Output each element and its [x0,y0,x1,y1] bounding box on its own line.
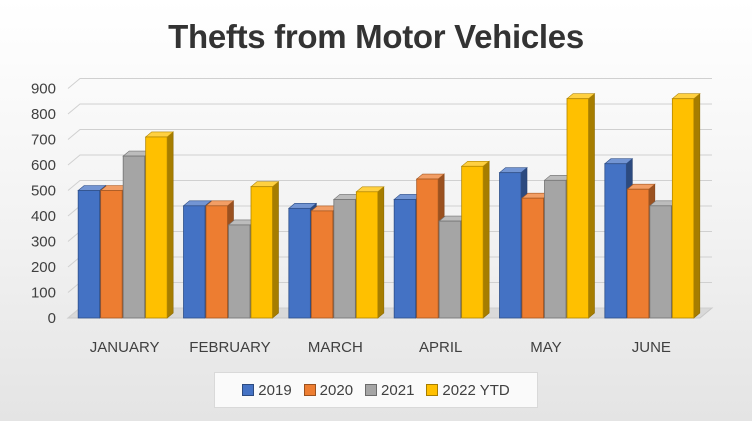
bar [250,181,280,319]
bar [460,160,490,319]
bar-front [671,98,695,319]
y-tick-label: 400 [31,208,56,225]
y-tick-label: 800 [31,106,56,123]
bar-front [77,190,101,319]
bar-front [416,178,439,319]
legend-item: 2020 [303,381,354,399]
legend-item: 2022 YTD [426,381,510,399]
bar-front [183,205,206,319]
x-tick-label: FEBRUARY [189,339,270,356]
bar-front [461,165,484,319]
bar-front [228,224,251,319]
bar-front [438,220,462,319]
bar-front [145,136,168,319]
y-tick-label: 600 [31,157,56,174]
bar-front [205,205,228,319]
bar-front [310,210,334,319]
bar [144,131,174,319]
legend-swatch [303,384,316,396]
bar-front [393,199,417,319]
y-tick-label: 200 [31,259,56,276]
bar-front [544,179,567,319]
x-tick-label: APRIL [419,339,462,356]
gridline [67,78,712,89]
y-axis: 0 100 200 300 400 500 600 700 800 900 [31,81,56,328]
bars-layer [77,93,701,319]
legend-item: 2021 [365,382,414,399]
y-tick-label: 300 [31,234,56,251]
legend-label: 2021 [381,381,415,399]
bar-side [588,93,595,319]
bar-front [100,190,123,319]
y-tick-label: 500 [31,183,56,200]
legend-swatch [426,384,439,396]
bar-front [122,155,146,319]
bar-front [649,205,672,319]
y-tick-label: 900 [31,81,56,98]
gridline [67,129,712,140]
bar [671,93,701,319]
y-tick-label: 100 [31,285,56,302]
legend-label: 2022 YTD [442,381,510,399]
chart-title: Thefts from Motor Vehicles [168,18,584,55]
legend-swatch [242,384,255,396]
legend-item: 2019 [242,381,292,399]
bar-front [499,172,522,319]
x-tick-label: JUNE [632,339,671,356]
bar-side [482,160,490,319]
gridline [67,103,712,115]
bar-side [272,181,279,319]
legend-label: 2020 [319,381,354,399]
gridline [67,154,712,166]
x-tick-label: MARCH [308,339,363,356]
x-tick-label: MAY [530,339,561,356]
bar-front [355,191,379,319]
legend-label: 2019 [258,381,292,399]
bar-front [626,188,650,319]
bar-front [566,98,589,319]
bar [355,186,385,319]
bar-front [288,207,311,319]
y-tick-label: 700 [31,132,56,149]
x-axis: JANUARY FEBRUARY MARCH APRIL MAY JUNE [90,339,671,356]
bar-front [333,199,356,319]
bar [566,93,596,319]
bar-front [521,197,544,319]
legend: 2019 2020 2021 2022 YTD [214,372,538,408]
bar-front [250,186,273,319]
bar-side [377,186,385,319]
bar-side [166,131,174,319]
y-tick-label: 0 [48,310,56,327]
x-tick-label: JANUARY [90,339,160,356]
bar-front [604,163,627,319]
bar-side [693,93,701,319]
legend-swatch [365,384,378,396]
